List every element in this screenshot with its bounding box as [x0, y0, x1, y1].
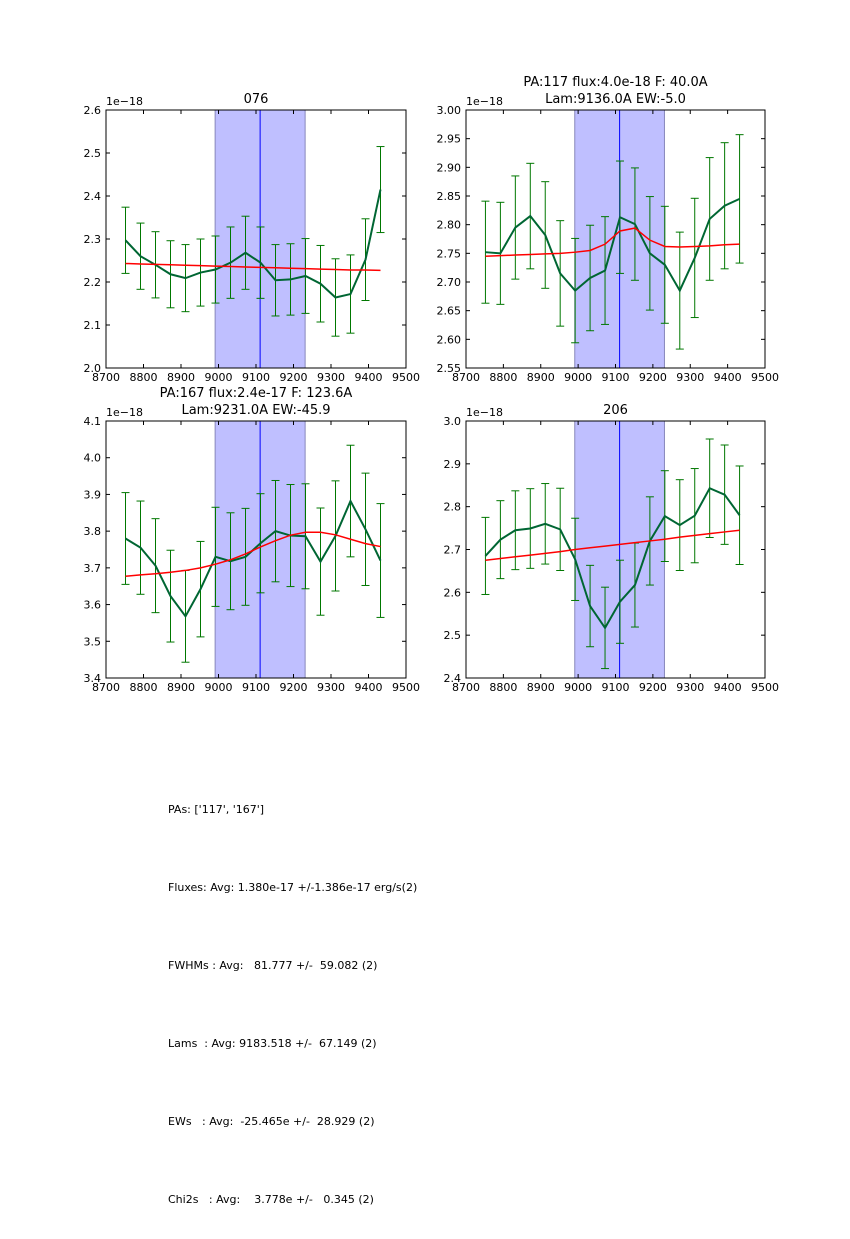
fit-line	[485, 529, 740, 561]
y-tick-label: 2.4	[444, 672, 462, 685]
x-tick-label: 9200	[280, 681, 308, 694]
x-tick-label: 9200	[639, 371, 667, 384]
y-tick-label: 2.7	[444, 544, 462, 557]
y-tick-label: 2.60	[437, 333, 462, 346]
y-tick-label: 3.9	[84, 488, 102, 501]
stats-fluxes: Fluxes: Avg: 1.380e-17 +/-1.386e-17 erg/…	[168, 881, 418, 894]
x-tick-label: 8700	[92, 371, 120, 384]
x-tick-label: 8900	[167, 681, 195, 694]
y-tick-label: 2.80	[437, 219, 462, 232]
y-tick-label: 2.0	[84, 362, 102, 375]
fit-line	[125, 262, 381, 272]
x-tick-label: 9200	[639, 681, 667, 694]
stats-pas: PAs: ['117', '167']	[168, 803, 265, 816]
y-tick-label: 3.0	[444, 415, 462, 428]
x-tick-label: 9100	[602, 371, 630, 384]
flux-line	[484, 486, 741, 630]
subplot-bottom-left: 8700 8800 8900 9000 9100 9200 9300 9400 9500 3.4 3…	[84, 386, 421, 694]
y-tick-label: 2.75	[437, 247, 462, 260]
y-tick-label: 2.95	[437, 133, 462, 146]
y-tick-label: 2.2	[84, 276, 102, 289]
x-tick-label: 8800	[130, 371, 158, 384]
y-offset-label: 1e−18	[466, 406, 503, 419]
y-tick-label: 2.65	[437, 305, 462, 318]
x-tick-label: 8900	[527, 681, 555, 694]
y-tick-label: 3.4	[84, 672, 102, 685]
x-tick-label: 9500	[751, 681, 779, 694]
flux-line	[485, 197, 741, 293]
y-tick-label: 2.1	[84, 319, 102, 332]
y-offset-label: 1e−18	[106, 95, 143, 108]
subplot-title: PA:167 flux:2.4e-17 F: 123.6A	[160, 386, 353, 401]
y-tick-label: 2.8	[444, 501, 462, 514]
x-tick-label: 8700	[92, 681, 120, 694]
fit-line	[485, 227, 740, 257]
x-tick-label: 9000	[205, 681, 233, 694]
y-offset-label: 1e−18	[106, 406, 143, 419]
y-tick-label: 2.5	[84, 147, 102, 160]
subplot-top-left: 8700 8800 8900 9000 9100 9200 9300 9400 9500 2.0 2…	[84, 92, 421, 384]
y-tick-label: 2.90	[437, 161, 462, 174]
y-tick-label: 2.6	[444, 586, 462, 599]
x-tick-label: 9100	[602, 681, 630, 694]
subplot-top-right: 8700 8800 8900 9000 9100 9200 9300 9400 9500 2.55…	[437, 75, 780, 384]
y-tick-label: 4.1	[84, 415, 102, 428]
x-tick-label: 9000	[564, 371, 592, 384]
y-tick-label: 2.55	[437, 362, 462, 375]
y-tick-label: 3.00	[437, 104, 462, 117]
x-tick-label: 9200	[280, 371, 308, 384]
x-tick-label: 9400	[714, 371, 742, 384]
x-tick-label: 8700	[452, 681, 480, 694]
x-tick-label: 9300	[676, 681, 704, 694]
y-offset-label: 1e−18	[466, 95, 503, 108]
x-tick-label: 9400	[355, 681, 383, 694]
x-tick-label: 9400	[714, 681, 742, 694]
subplot-title-line2: Lam:9231.0A EW:-45.9	[181, 403, 330, 418]
x-tick-label: 9300	[317, 681, 345, 694]
y-tick-label: 2.4	[84, 190, 102, 203]
fit-line	[125, 531, 381, 578]
subplot-title: PA:117 flux:4.0e-18 F: 40.0A	[523, 75, 707, 90]
y-tick-label: 2.85	[437, 190, 462, 203]
y-tick-label: 2.70	[437, 276, 462, 289]
y-tick-label: 3.5	[84, 635, 102, 648]
y-tick-label: 2.5	[444, 629, 462, 642]
x-tick-label: 9100	[242, 681, 270, 694]
stats-lams: Lams : Avg: 9183.518 +/- 67.149 (2)	[168, 1037, 377, 1050]
x-tick-label: 9400	[355, 371, 383, 384]
stats-chi2s: Chi2s : Avg: 3.778e +/- 0.345 (2)	[168, 1193, 374, 1206]
x-tick-label: 9300	[317, 371, 345, 384]
subplot-title: 206	[603, 403, 628, 418]
x-tick-label: 9500	[392, 371, 420, 384]
x-tick-label: 8800	[489, 371, 517, 384]
subplot-title-line2: Lam:9136.0A EW:-5.0	[545, 92, 686, 107]
y-tick-label: 4.0	[84, 452, 102, 465]
flux-line	[124, 189, 382, 299]
stats-summary: PAs: ['117', '167'] Fluxes: Avg: 1.380e-…	[168, 745, 417, 1239]
x-tick-label: 9000	[564, 681, 592, 694]
x-tick-label: 9000	[205, 371, 233, 384]
subplot-title: 076	[244, 92, 269, 107]
x-tick-label: 9100	[242, 371, 270, 384]
subplot-bottom-right: 8700 8800 8900 9000 9100 9200 9300 9400 9500 2.4 2…	[444, 403, 780, 694]
x-tick-label: 8900	[167, 371, 195, 384]
x-tick-label: 8800	[130, 681, 158, 694]
y-tick-label: 3.6	[84, 599, 102, 612]
x-tick-label: 9300	[676, 371, 704, 384]
y-tick-label: 2.3	[84, 233, 102, 246]
figure: 8700 8800 8900 9000 9100 9200 9300 9400 9500 2.0 2…	[84, 75, 780, 694]
y-tick-label: 2.9	[444, 458, 462, 471]
y-tick-label: 2.6	[84, 104, 102, 117]
x-tick-label: 8700	[452, 371, 480, 384]
stats-ews: EWs : Avg: -25.465e +/- 28.929 (2)	[168, 1115, 375, 1128]
x-tick-label: 9500	[392, 681, 420, 694]
y-tick-label: 3.7	[84, 562, 102, 575]
x-tick-label: 8900	[527, 371, 555, 384]
y-tick-label: 3.8	[84, 525, 102, 538]
x-tick-label: 9500	[751, 371, 779, 384]
x-tick-label: 8800	[489, 681, 517, 694]
stats-fwhms: FWHMs : Avg: 81.777 +/- 59.082 (2)	[168, 959, 378, 972]
